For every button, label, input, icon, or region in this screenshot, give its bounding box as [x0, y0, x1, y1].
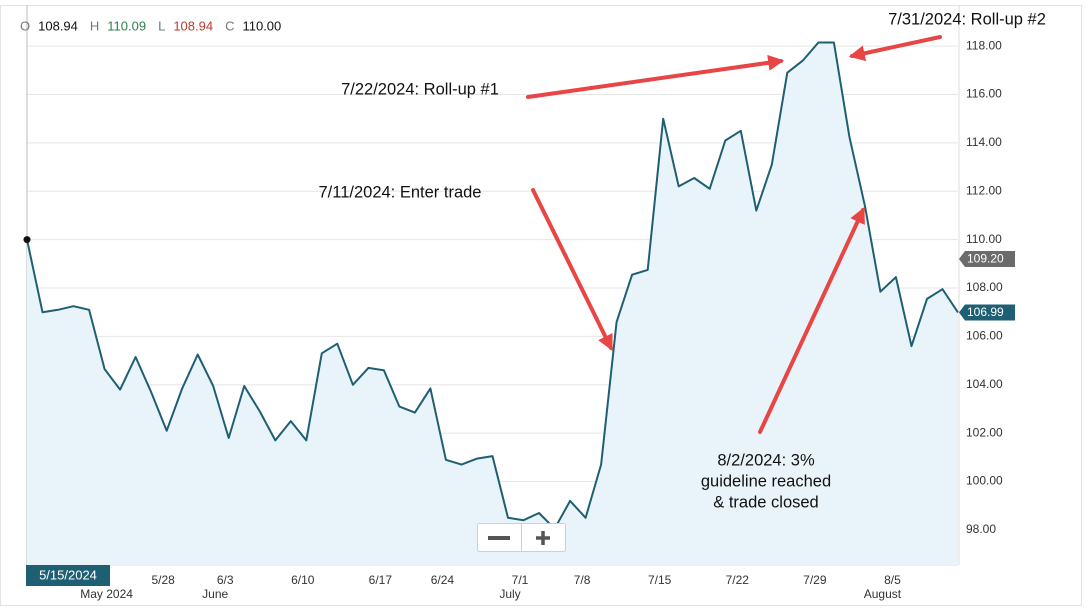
- x-tick-label: 7/22: [726, 573, 750, 587]
- y-tick-label: 100.00: [966, 474, 1003, 488]
- annotation: 7/31/2024: Roll-up #2: [888, 10, 1046, 28]
- cursor-date-box: [26, 565, 110, 586]
- ohlc-label: C: [225, 18, 234, 33]
- month-label: June: [202, 587, 228, 601]
- x-tick-label: 7/15: [648, 573, 672, 587]
- annotation: & trade closed: [713, 493, 818, 511]
- x-tick-label: 5/28: [151, 573, 175, 587]
- ohlc-value: 108.94: [173, 18, 213, 33]
- x-tick-label: 6/17: [369, 573, 393, 587]
- arrows: [526, 35, 942, 434]
- y-tick-label: 116.00: [966, 87, 1002, 101]
- annotation: 7/11/2024: Enter trade: [319, 183, 482, 201]
- ohlc-value: 110.00: [242, 18, 281, 33]
- y-tick-label: 102.00: [966, 425, 1003, 439]
- ohlc-header: O 108.94 H 110.09 L 108.94 C 110.00: [20, 18, 281, 33]
- ohlc-value: 108.94: [38, 18, 78, 33]
- price-label-box: [959, 304, 1015, 321]
- plot-area: 98.00 100.00 102.00 104.00 106.00 108.00 110.0…: [23, 5, 1015, 601]
- ohlc-value: 110.09: [107, 18, 146, 33]
- annotation: guideline reached: [701, 472, 831, 490]
- annotation: 7/22/2024: Roll-up #1: [341, 80, 499, 98]
- cursor-date: 5/15/2024: [39, 567, 97, 582]
- y-tick-label: 114.00: [966, 135, 1002, 149]
- x-tick-label: 6/24: [431, 573, 455, 587]
- y-tick-label: 98.00: [966, 522, 996, 536]
- ohlc-label: H: [90, 18, 99, 33]
- price-label-box: [959, 250, 1015, 267]
- annotations: 7/31/2024: Roll-up #2 7/22/2024: Roll-up …: [319, 10, 1046, 511]
- month-label: August: [864, 587, 902, 601]
- price-label: 109.20: [967, 252, 1004, 266]
- y-tick-label: 106.00: [966, 329, 1003, 343]
- cursor-dot: [23, 236, 31, 244]
- zoom-in[interactable]: [536, 531, 550, 545]
- ohlc-label: O: [20, 18, 30, 33]
- month-label: May 2024: [80, 587, 133, 601]
- month-label: July: [499, 587, 520, 601]
- y-tick-label: 108.00: [966, 280, 1003, 294]
- arrow: [758, 207, 865, 434]
- x-tick-label: 6/10: [291, 573, 315, 587]
- area: [27, 42, 958, 565]
- ohlc-label: L: [158, 18, 165, 33]
- price-label: 106.99: [967, 305, 1004, 319]
- x-tick-label: 7/8: [574, 573, 591, 587]
- y-tick-label: 112.00: [966, 183, 1002, 197]
- arrow: [531, 188, 613, 351]
- x-tick-label: 8/5: [884, 573, 901, 587]
- arrow: [526, 54, 785, 99]
- x-tick-label: 6/3: [217, 573, 234, 587]
- y-tick-label: 104.00: [966, 377, 1003, 391]
- arrow: [848, 35, 942, 62]
- annotation: 8/2/2024: 3%: [717, 451, 815, 469]
- y-tick-label: 118.00: [966, 38, 1002, 52]
- zoom-controls: [477, 523, 566, 552]
- zoom-out[interactable]: [488, 536, 510, 540]
- x-tick-label: 7/29: [803, 573, 827, 587]
- line: [26, 41, 959, 530]
- y-tick-label: 110.00: [966, 232, 1002, 246]
- x-tick-label: 7/1: [512, 573, 529, 587]
